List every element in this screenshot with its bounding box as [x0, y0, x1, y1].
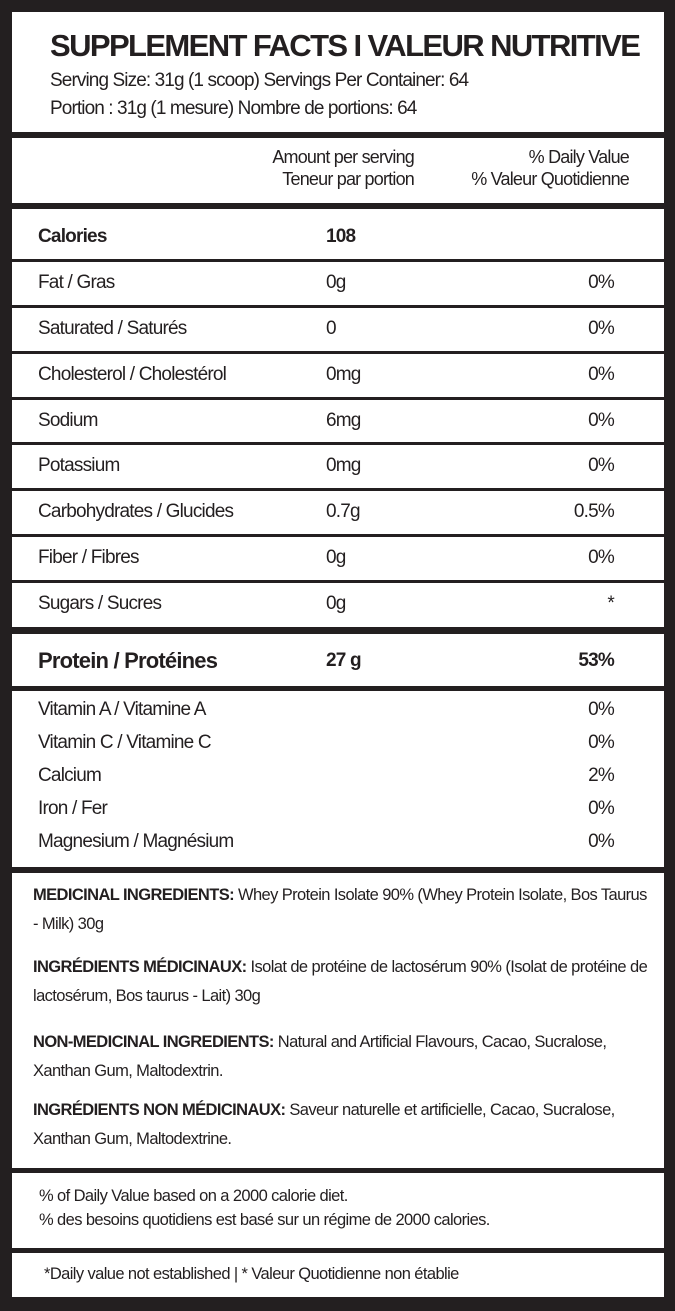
medicinal-ingredients-en: MEDICINAL INGREDIENTS: Whey Protein Isol…: [33, 881, 653, 939]
vitamins-panel: Vitamin A / Vitamine A 0% Vitamin C / Vita…: [12, 691, 664, 867]
vitamin-name: Vitamin C / Vitamine C: [38, 732, 212, 753]
protein-row: Protein / Protéines 27 g 53%: [12, 634, 664, 686]
ingredient-label: INGRÉDIENTS NON MÉDICINAUX:: [33, 1101, 286, 1119]
nutrient-dv: *: [607, 593, 614, 614]
vitamin-name: Magnesium / Magnésium: [38, 831, 234, 852]
nutrient-row: Potassium 0mg 0%: [12, 445, 664, 491]
nutrient-dv: 0%: [588, 318, 615, 339]
serving-size-en: Serving Size: 31g (1 scoop) Servings Per…: [50, 70, 469, 91]
nutrient-dv: 0%: [588, 547, 615, 568]
nutrient-amount: 0g: [326, 272, 346, 293]
nutrient-row: Sodium 6mg 0%: [12, 400, 664, 445]
amount-header-fr: Teneur par portion: [282, 169, 415, 189]
header-panel: SUPPLEMENT FACTS I VALEUR NUTRITIVE Serv…: [12, 12, 664, 132]
nutrient-amount: 108: [326, 226, 356, 247]
nutrient-amount: 0.7g: [326, 501, 361, 522]
nutrient-name: Fiber / Fibres: [38, 547, 140, 568]
nutrient-table: Calories 108 Fat / Gras 0g 0% Saturated / Sat…: [12, 209, 664, 627]
serving-size-fr: Portion : 31g (1 mesure) Nombre de porti…: [50, 98, 417, 119]
medicinal-ingredients-fr: INGRÉDIENTS MÉDICINAUX: Isolat de protéi…: [33, 953, 653, 1011]
nutrient-dv: 0%: [588, 272, 615, 293]
ingredient-text: Saveur naturelle et artificielle, Cacao,…: [33, 1101, 615, 1148]
amount-header: Amount per serving Teneur par portion: [272, 146, 414, 190]
vitamin-dv: 0%: [588, 699, 615, 720]
non-medicinal-ingredients-en: NON-MEDICINAL INGREDIENTS: Natural and A…: [33, 1028, 653, 1086]
nutrient-name: Cholesterol / Cholestérol: [38, 364, 227, 385]
nutrient-name: Fat / Gras: [38, 272, 115, 293]
nutrient-row: Calories 108: [12, 209, 664, 262]
ingredients-panel: MEDICINAL INGREDIENTS: Whey Protein Isol…: [12, 873, 664, 1168]
nutrient-row: Fiber / Fibres 0g 0%: [12, 537, 664, 583]
daily-value-basis-panel: % of Daily Value based on a 2000 calorie…: [12, 1173, 664, 1248]
nutrient-row: Carbohydrates / Glucides 0.7g 0.5%: [12, 491, 664, 537]
nutrient-row: Fat / Gras 0g 0%: [12, 262, 664, 308]
non-medicinal-ingredients-fr: INGRÉDIENTS NON MÉDICINAUX: Saveur natur…: [33, 1096, 653, 1154]
nutrient-name: Protein / Protéines: [38, 648, 218, 673]
vitamin-name: Iron / Fer: [38, 798, 108, 819]
dv-header-fr: % Valeur Quotidienne: [471, 169, 630, 189]
vitamin-name: Calcium: [38, 765, 102, 786]
nutrient-name: Sodium: [38, 410, 98, 431]
ingredient-label: NON-MEDICINAL INGREDIENTS:: [33, 1033, 274, 1051]
nutrient-amount: 0g: [326, 593, 346, 614]
vitamin-dv: 0%: [588, 732, 615, 753]
nutrient-name: Calories: [38, 226, 107, 247]
vitamin-row: Calcium 2%: [12, 765, 664, 798]
ingredient-label: MEDICINAL INGREDIENTS:: [33, 886, 235, 904]
nutrient-amount: 0g: [326, 547, 346, 568]
nutrient-name: Saturated / Saturés: [38, 318, 187, 339]
dv-header-en: % Daily Value: [528, 147, 630, 167]
vitamin-dv: 0%: [588, 831, 615, 852]
dv-header: % Daily Value % Valeur Quotidienne: [471, 146, 630, 190]
amount-header-en: Amount per serving: [272, 147, 414, 167]
nutrient-amount: 0mg: [326, 364, 361, 385]
vitamin-row: Iron / Fer 0%: [12, 798, 664, 831]
nutrient-name: Sugars / Sucres: [38, 593, 162, 614]
footnote: *Daily value not established | * Valeur …: [44, 1265, 459, 1283]
nutrient-name: Potassium: [38, 455, 120, 476]
ingredient-text: Isolat de protéine de lactosérum 90% (Is…: [33, 958, 648, 1005]
vitamin-dv: 2%: [588, 765, 615, 786]
nutrient-dv: 0%: [588, 364, 615, 385]
column-header-panel: Amount per serving Teneur par portion % …: [12, 138, 664, 203]
ingredient-label: INGRÉDIENTS MÉDICINAUX:: [33, 958, 247, 976]
nutrient-dv: 0%: [588, 410, 615, 431]
nutrient-dv: 0%: [588, 455, 615, 476]
nutrient-amount: 0mg: [326, 455, 361, 476]
nutrient-dv: 0.5%: [573, 501, 615, 522]
vitamin-dv: 0%: [588, 798, 615, 819]
nutrient-dv: 53%: [578, 650, 614, 671]
nutrient-amount: 6mg: [326, 410, 361, 431]
vitamin-row: Vitamin A / Vitamine A 0%: [12, 699, 664, 732]
nutrient-amount: 0: [326, 318, 337, 339]
vitamin-row: Vitamin C / Vitamine C 0%: [12, 732, 664, 765]
label-title: SUPPLEMENT FACTS I VALEUR NUTRITIVE: [50, 28, 641, 63]
nutrient-row: Cholesterol / Cholestérol 0mg 0%: [12, 354, 664, 400]
nutrient-name: Carbohydrates / Glucides: [38, 501, 234, 522]
footnote-panel: *Daily value not established | * Valeur …: [12, 1253, 664, 1297]
basis-en: % of Daily Value based on a 2000 calorie…: [39, 1187, 348, 1205]
nutrient-amount: 27 g: [326, 650, 362, 671]
ingredient-text: Whey Protein Isolate 90% (Whey Protein I…: [33, 886, 647, 933]
vitamin-row: Magnesium / Magnésium 0%: [12, 831, 664, 864]
nutrient-row: Saturated / Saturés 0 0%: [12, 308, 664, 354]
nutrient-row: Sugars / Sucres 0g *: [12, 583, 664, 627]
vitamin-name: Vitamin A / Vitamine A: [38, 699, 206, 720]
ingredient-text: Natural and Artificial Flavours, Cacao, …: [33, 1033, 607, 1080]
basis-fr: % des besoins quotidiens est basé sur un…: [39, 1211, 490, 1229]
